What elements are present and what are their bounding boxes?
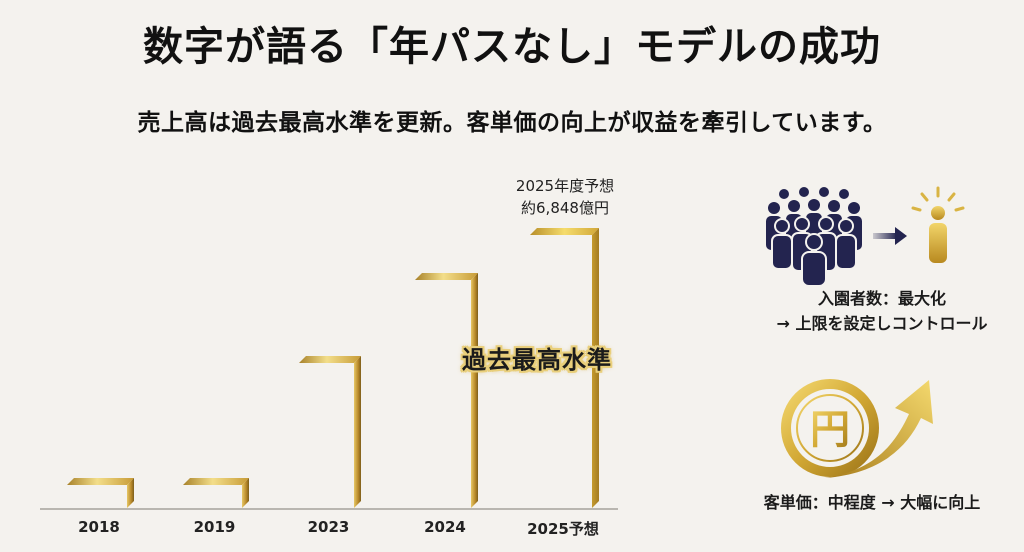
yen-coin-icon: 円 — [781, 379, 879, 477]
forecast-annotation-year: 2025年度予想 — [515, 177, 615, 195]
bar-top-face — [299, 356, 361, 363]
visitors-panel: 入園者数：最大化 → 上限を設定しコントロール — [740, 180, 1024, 350]
x-axis-label: 2019 — [193, 518, 236, 536]
bar-top-face — [415, 273, 478, 280]
x-axis-baseline — [40, 508, 618, 510]
crowd-icon — [766, 187, 862, 286]
visitors-line1: 入園者数：最大化 — [817, 289, 946, 308]
x-axis-label: 2018 — [78, 518, 120, 536]
bar-side-face — [127, 478, 134, 508]
record-high-label: 過去最高水準 — [462, 346, 612, 374]
spend-text: 客単価：中程度 → 大幅に向上 — [720, 490, 1024, 515]
bar-top-face — [530, 228, 599, 235]
bar-2025予想 — [527, 228, 599, 508]
bar-2018 — [64, 478, 134, 508]
bar-side-face — [592, 228, 599, 508]
visitors-line2: → 上限を設定しコントロール — [776, 314, 988, 333]
page-subtitle: 売上高は過去最高水準を更新。客単価の向上が収益を牽引しています。 — [137, 110, 887, 136]
spend-line1: 客単価：中程度 → 大幅に向上 — [763, 493, 981, 512]
x-axis-label: 2025予想 — [527, 520, 599, 538]
rising-arrow-icon — [825, 380, 933, 478]
revenue-bar-chart: 2018 2019 2023 2024 2025予想 2025年度予想 約6,848億円… — [40, 175, 650, 538]
forecast-annotation: 2025年度予想 約6,848億円 — [480, 175, 650, 219]
bar-2019 — [180, 478, 249, 508]
single-person-spotlight-icon — [911, 186, 965, 263]
page-title: 数字が語る「年パスなし」モデルの成功 — [143, 24, 881, 70]
bar-top-face — [183, 478, 249, 485]
bar-side-face — [471, 273, 478, 508]
spend-panel: 円 客単価：中程度 → 大幅に向上 — [720, 370, 1024, 550]
bar-side-face — [354, 356, 361, 508]
yen-coin-glyph: 円 — [810, 407, 850, 453]
visitors-text: 入園者数：最大化 → 上限を設定しコントロール — [740, 286, 1024, 336]
x-axis-label: 2023 — [307, 518, 350, 536]
x-axis-label: 2024 — [424, 518, 466, 536]
bar-2024 — [412, 273, 478, 508]
bar-side-face — [242, 478, 249, 508]
arrow-right-icon — [873, 227, 907, 245]
bar-top-face — [67, 478, 134, 485]
bar-2023 — [296, 356, 361, 508]
forecast-annotation-value: 約6,848億円 — [521, 199, 609, 217]
